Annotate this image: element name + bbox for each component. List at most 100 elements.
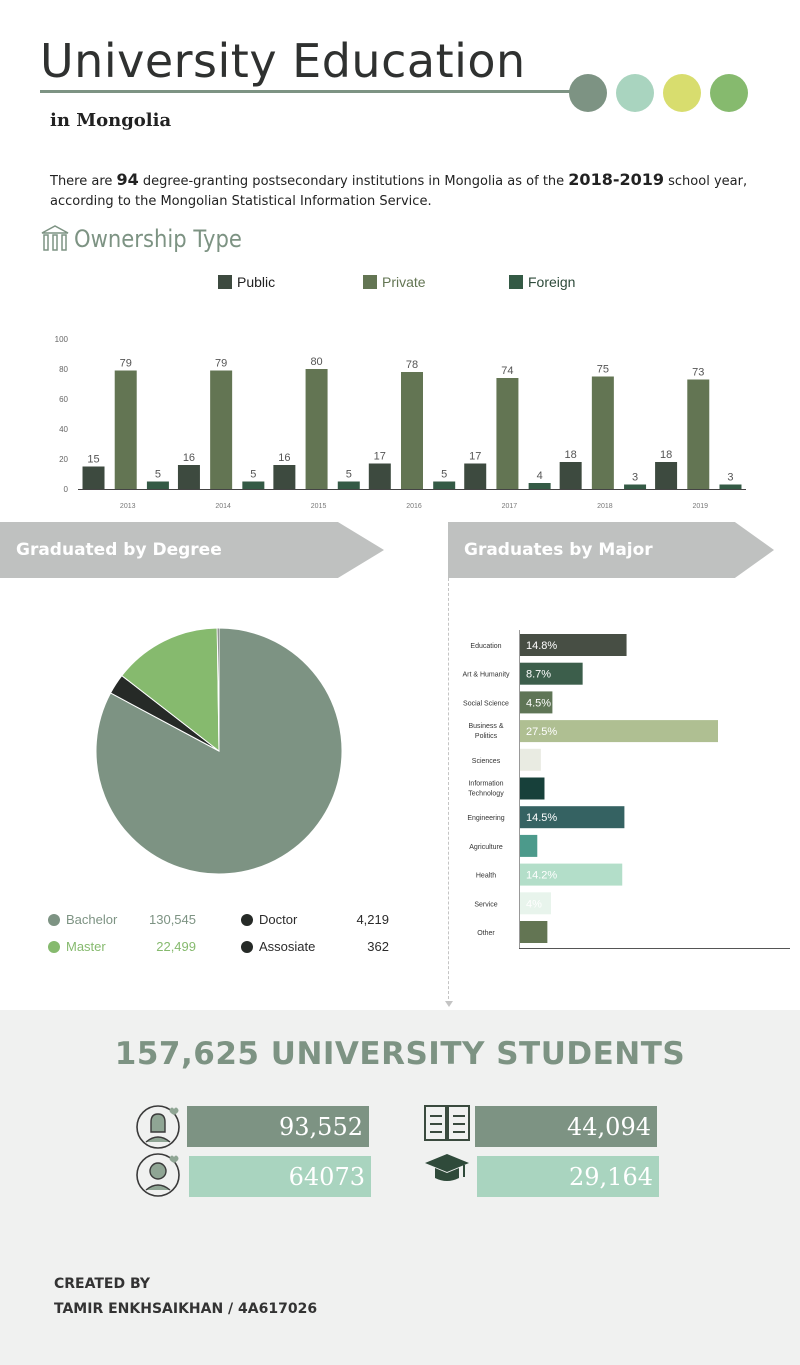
stat-box-cap: 29,164 [477, 1156, 659, 1197]
degree-pie-chart [96, 628, 342, 874]
bar-public-2016 [368, 463, 391, 489]
bar-foreign-2014 [242, 481, 265, 489]
intro-part-2: degree-granting postsecondary institutio… [138, 174, 569, 189]
intro-part-3: school year, according to the Mongolian … [50, 174, 748, 209]
ownership-bar-chart: 0 20 40 60 80 100 15 79 5 2013 16 79 5 2014 16 80 5 2015 1… [55, 335, 746, 510]
bar-public-2019 [655, 462, 678, 489]
data-label: 4 [537, 470, 543, 482]
ownership-heading: Ownership Type [40, 224, 265, 254]
x-tick-label: 2018 [597, 503, 613, 510]
pie-legend-label-assosiate: Assosiate [259, 939, 316, 954]
major-bar-education [520, 634, 627, 656]
bar-public-2017 [464, 463, 487, 489]
bar-foreign-2015 [337, 481, 360, 489]
pie-value-master: 22,499 [156, 939, 196, 954]
pie-legend-assosiate: Assosiate [241, 939, 315, 954]
y-tick-label: 100 [55, 335, 69, 344]
section-divider [448, 578, 449, 1004]
major-bar-sciences [520, 748, 541, 771]
stat-box-female: 93,552 [187, 1106, 369, 1147]
major-category-label: Art & Humanity [462, 672, 510, 679]
legend-swatch-public [218, 275, 232, 289]
major-bar-engineering [520, 806, 625, 829]
major-category-label: Engineering [467, 815, 504, 822]
y-tick-label: 20 [59, 455, 68, 464]
major-category-label: Technology [468, 791, 504, 798]
pie-legend-dot-master [48, 940, 60, 953]
legend-swatch-private [363, 275, 377, 289]
summary-panel [0, 1010, 800, 1365]
y-tick-label: 60 [59, 395, 68, 404]
accent-dot-2 [616, 74, 654, 112]
major-bar-art-humanity [520, 662, 583, 685]
intro-text: There are 94 degree-granting postseconda… [50, 170, 770, 212]
data-label: 80 [310, 356, 322, 368]
x-tick-label: 2019 [692, 503, 708, 510]
y-tick-label: 0 [64, 485, 69, 494]
bar-foreign-2013 [146, 481, 169, 489]
pie-legend-dot-doctor [241, 913, 253, 926]
accent-dot-4 [710, 74, 748, 112]
bar-private-2013 [114, 370, 137, 489]
y-tick-label: 40 [59, 425, 68, 434]
major-data-label: 8.7% [526, 669, 551, 681]
title-underline [40, 90, 580, 93]
accent-dot-1 [569, 74, 607, 112]
major-category-label: Sciences [472, 758, 501, 765]
bar-private-2018 [591, 376, 614, 489]
pie-legend-dot-assosiate [241, 940, 253, 953]
male-student-icon [136, 1153, 180, 1197]
data-label: 17 [469, 451, 481, 463]
major-data-label: 14.5% [526, 812, 557, 824]
institution-count: 94 [116, 170, 139, 189]
data-label: 16 [183, 452, 195, 464]
major-data-label: 4.5% [526, 697, 551, 709]
data-label: 75 [597, 364, 609, 376]
data-label: 78 [406, 359, 418, 371]
bar-private-2019 [687, 379, 710, 489]
pie-legend-doctor: Doctor [241, 912, 297, 927]
major-category-label: Other [477, 930, 495, 937]
bar-private-2015 [305, 369, 328, 489]
data-label: 5 [155, 469, 161, 481]
intro-part-1: There are [50, 174, 117, 189]
pie-legend-bachelor: Bachelor [48, 912, 117, 927]
graduation-cap-icon [425, 1154, 469, 1181]
data-label: 74 [501, 365, 513, 377]
ownership-legend: Public Private Foreign [0, 274, 800, 294]
pie-legend-label-doctor: Doctor [259, 912, 298, 927]
major-banner: Graduates by Major [448, 522, 774, 578]
pie-legend-label-master: Master [66, 939, 106, 954]
data-label: 15 [87, 454, 99, 466]
major-category-label: Education [470, 643, 501, 650]
pie-value-doctor: 4,219 [356, 912, 389, 927]
y-tick-label: 80 [59, 365, 68, 374]
data-label: 17 [374, 451, 386, 463]
degree-banner: Graduated by Degree [0, 522, 384, 578]
open-book-icon [424, 1105, 470, 1141]
data-label: 79 [120, 358, 132, 370]
data-label: 18 [660, 449, 672, 461]
major-bar-service [520, 892, 551, 915]
major-category-label: Service [474, 901, 497, 908]
pie-value-assosiate: 362 [367, 939, 389, 954]
credit-label: CREATED BY [54, 1276, 151, 1292]
page-title: University Education [40, 34, 526, 88]
major-banner-label: Graduates by Major [464, 540, 653, 560]
stat-value-male: 64073 [288, 1162, 365, 1191]
data-label: 16 [278, 452, 290, 464]
major-data-label: 14.8% [526, 640, 557, 652]
data-label: 3 [727, 472, 733, 484]
major-bar-business-politics [520, 720, 718, 743]
bar-foreign-2019 [719, 484, 742, 489]
bar-public-2018 [559, 462, 582, 489]
major-data-label: 4% [526, 898, 542, 910]
bar-foreign-2016 [433, 481, 456, 489]
data-label: 73 [692, 367, 704, 379]
major-data-label: 27.5% [526, 726, 557, 738]
pie-slice-master [121, 628, 220, 753]
stat-value-book: 44,094 [567, 1112, 651, 1141]
major-bar-chart: 14.8% Education 8.7% Art & Humanity 4.5% Soci… [462, 630, 790, 949]
pie-value-bachelor: 130,545 [149, 912, 196, 927]
legend-label-public: Public [237, 274, 276, 290]
